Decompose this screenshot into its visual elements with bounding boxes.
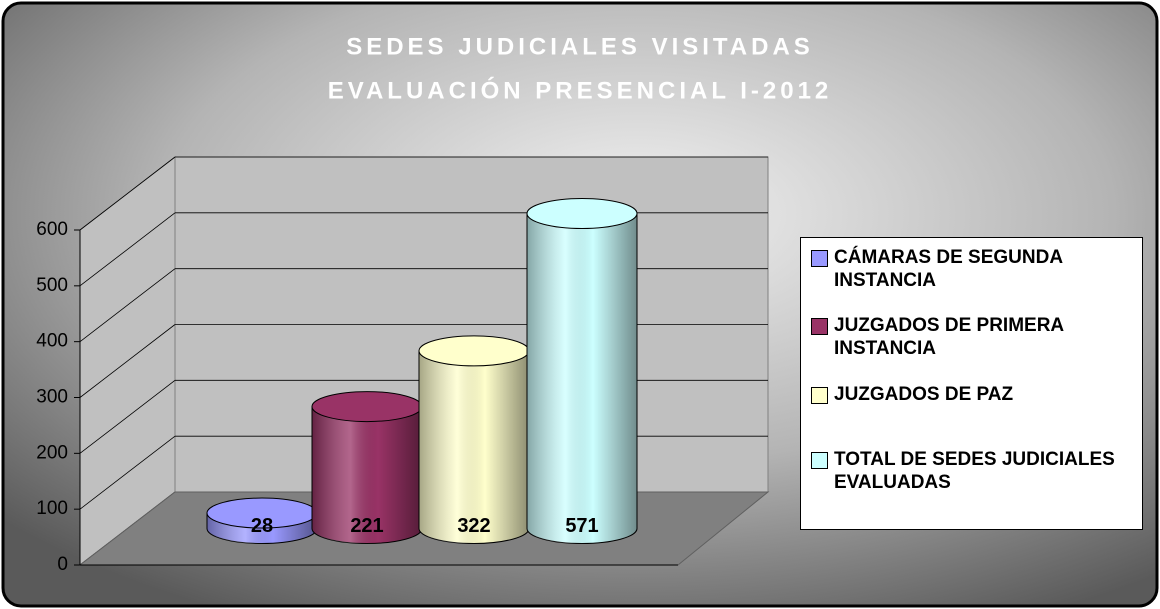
legend-item: JUZGADOS DE PRIMERA INSTANCIA: [811, 314, 1131, 360]
y-tick-label: 0: [57, 554, 68, 575]
legend-swatch: [811, 387, 828, 404]
chart-title: EVALUACIÓN PRESENCIAL I-2012: [328, 76, 833, 104]
legend-label: CÁMARAS DE SEGUNDA INSTANCIA: [834, 247, 1063, 291]
legend-swatch: [811, 318, 828, 335]
grid-line: [79, 268, 176, 342]
chart-title: SEDES JUDICIALES VISITADAS: [346, 33, 814, 60]
cylinder-shade: [312, 406, 422, 544]
data-label: 322: [457, 515, 490, 537]
cylinder-top: [311, 391, 423, 423]
legend: CÁMARAS DE SEGUNDA INSTANCIA JUZGADOS DE …: [800, 237, 1143, 530]
cylinder-shade: [419, 350, 529, 544]
legend-label: TOTAL DE SEDES JUDICIALES EVALUADAS: [834, 449, 1115, 493]
grid-line: [79, 324, 176, 398]
grid-line: [79, 380, 176, 454]
legend-swatch: [811, 452, 828, 469]
data-label: 571: [565, 515, 598, 537]
y-tick-label: 100: [36, 498, 68, 519]
y-tick-label: 600: [36, 219, 68, 240]
cylinder-top: [526, 197, 638, 229]
data-label: 221: [350, 515, 383, 537]
y-tick-label: 500: [36, 275, 68, 296]
legend-label: JUZGADOS DE PAZ: [834, 384, 1014, 405]
legend-item: CÁMARAS DE SEGUNDA INSTANCIA: [811, 246, 1131, 292]
cylinder-shade: [527, 213, 637, 544]
data-label: 28: [251, 515, 273, 537]
grid-line: [79, 156, 176, 231]
y-tick-label: 300: [36, 387, 68, 408]
legend-label: JUZGADOS DE PRIMERA INSTANCIA: [834, 315, 1064, 359]
legend-item: TOTAL DE SEDES JUDICIALES EVALUADAS: [811, 448, 1131, 494]
legend-item: JUZGADOS DE PAZ: [811, 383, 1131, 406]
y-tick-label: 400: [36, 331, 68, 352]
legend-swatch: [811, 250, 828, 267]
grid-line: [79, 435, 176, 510]
grid-line: [79, 212, 176, 287]
cylinder-top: [418, 335, 530, 367]
y-tick-label: 200: [36, 442, 68, 463]
